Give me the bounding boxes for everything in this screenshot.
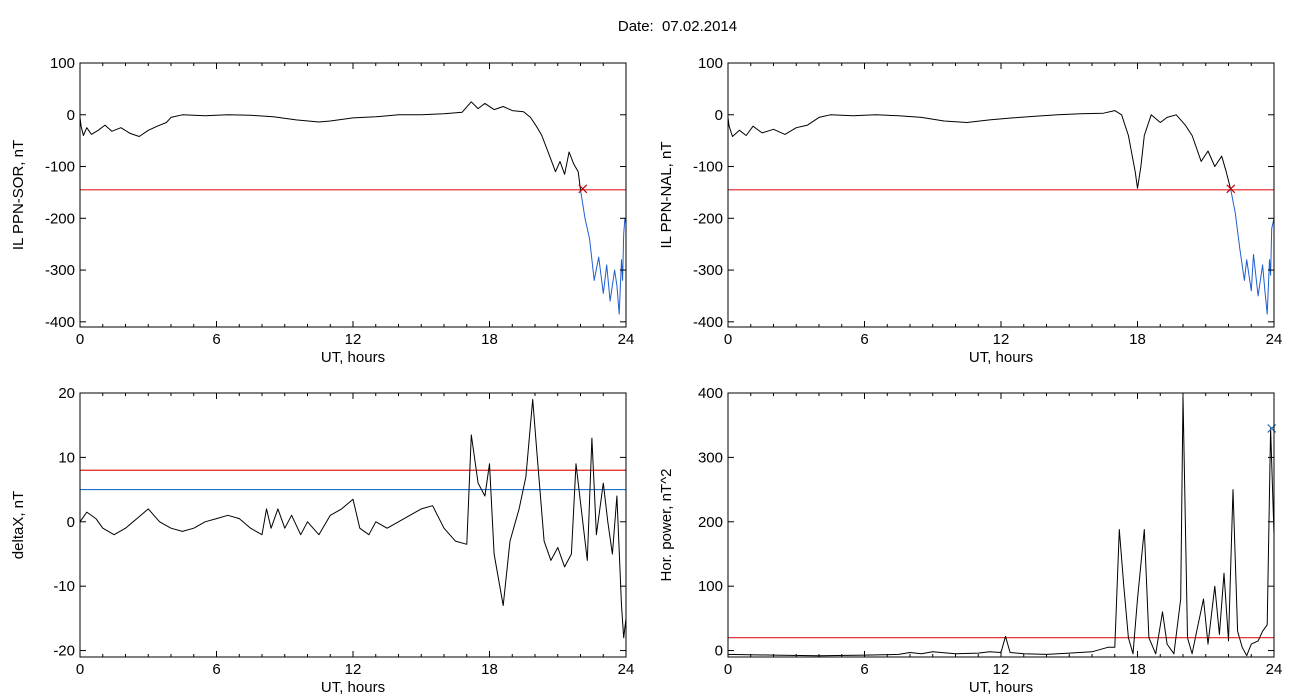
x-tick-label: 12 [993, 331, 1010, 348]
y-tick-label: 0 [715, 107, 723, 124]
x-tick-label: 12 [993, 661, 1010, 678]
series-line [1230, 189, 1274, 315]
y-tick-label: -200 [45, 210, 75, 227]
series-line [580, 189, 626, 315]
chart-panel-top-right: 0 6 12 18 24 100 0 -100 -200 -300 -400 UT, hours IL … [658, 55, 1282, 366]
y-tick-label: -100 [45, 159, 75, 176]
y-tick-label: -100 [693, 159, 723, 176]
series-line [728, 395, 1274, 657]
x-tick-label: 18 [481, 331, 498, 348]
y-tick-label: 20 [58, 385, 75, 402]
x-tick-label: 18 [1129, 661, 1146, 678]
y-tick-label: 200 [698, 514, 723, 531]
y-axis-label: IL PPN-SOR, nT [10, 140, 27, 250]
y-tick-label: 100 [50, 55, 75, 72]
x-tick-label: 12 [345, 661, 362, 678]
y-tick-label: 400 [698, 385, 723, 402]
y-tick-label: -300 [693, 262, 723, 279]
x-tick-label: 24 [618, 331, 635, 348]
x-tick-label: 18 [1129, 331, 1146, 348]
chart-panel-bottom-right: 0 6 12 18 24 400 300 200 100 0 UT, hours Hor. power… [658, 385, 1282, 696]
figure-title: Date: 07.02.2014 [617, 18, 738, 35]
chart-panel-bottom-left: 0 6 12 18 24 20 10 0 -10 -20 UT, hours deltaX, nT [10, 385, 634, 696]
plot-frame [727, 392, 1275, 658]
y-tick-label: -400 [693, 314, 723, 331]
x-tick-label: 18 [481, 661, 498, 678]
y-axis-label: deltaX, nT [10, 491, 27, 559]
x-tick-label: 0 [724, 331, 732, 348]
x-tick-label: 6 [860, 331, 868, 348]
x-tick-label: 24 [618, 661, 635, 678]
x-tick-label: 24 [1266, 661, 1283, 678]
x-tick-label: 6 [860, 661, 868, 678]
x-tick-label: 12 [345, 331, 362, 348]
series-line [728, 110, 1232, 190]
y-axis-label: IL PPN-NAL, nT [658, 142, 675, 249]
x-tick-label: 0 [76, 661, 84, 678]
marker-x [578, 184, 588, 194]
y-tick-label: -300 [45, 262, 75, 279]
y-tick-label: 0 [67, 514, 75, 531]
y-tick-label: -20 [53, 643, 75, 660]
x-axis-label: UT, hours [321, 349, 385, 366]
plot-frame [727, 62, 1275, 328]
y-tick-label: 100 [698, 55, 723, 72]
series-line [80, 398, 626, 639]
x-tick-label: 6 [212, 331, 220, 348]
chart-panel-top-left: 0 6 12 18 24 100 0 -100 -200 -300 -400 UT, hours IL … [10, 55, 634, 366]
y-tick-label: 10 [58, 449, 75, 466]
x-tick-label: 0 [724, 661, 732, 678]
plot-frame [79, 62, 627, 328]
y-tick-label: -400 [45, 314, 75, 331]
x-axis-label: UT, hours [969, 679, 1033, 696]
y-tick-label: 100 [698, 578, 723, 595]
x-axis-label: UT, hours [969, 349, 1033, 366]
y-tick-label: 0 [715, 643, 723, 660]
x-tick-label: 0 [76, 331, 84, 348]
marker-x [1226, 184, 1236, 194]
y-axis-label: Hor. power, nT^2 [658, 469, 675, 582]
y-tick-label: 0 [67, 107, 75, 124]
series-line [80, 101, 581, 190]
x-tick-label: 6 [212, 661, 220, 678]
y-tick-label: -200 [693, 210, 723, 227]
plot-frame [79, 392, 627, 658]
x-tick-label: 24 [1266, 331, 1283, 348]
marker-x [1267, 423, 1277, 433]
y-tick-label: 300 [698, 449, 723, 466]
y-tick-label: -10 [53, 578, 75, 595]
x-axis-label: UT, hours [321, 679, 385, 696]
